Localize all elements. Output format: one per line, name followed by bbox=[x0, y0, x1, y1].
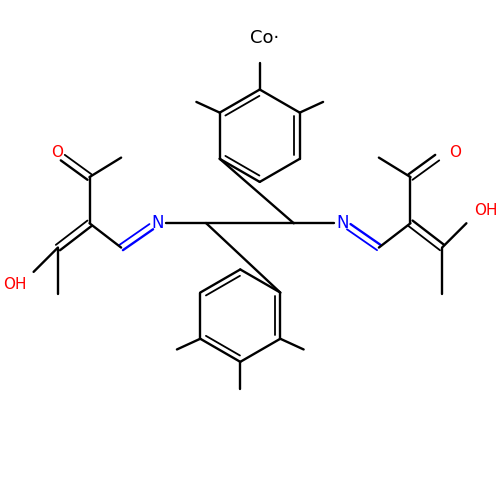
Text: Co·: Co· bbox=[250, 30, 279, 48]
Text: N: N bbox=[336, 214, 348, 232]
Text: OH: OH bbox=[3, 276, 26, 291]
Text: O: O bbox=[51, 145, 63, 160]
Text: O: O bbox=[450, 145, 462, 160]
Text: N: N bbox=[152, 214, 164, 232]
Text: OH: OH bbox=[474, 204, 497, 218]
